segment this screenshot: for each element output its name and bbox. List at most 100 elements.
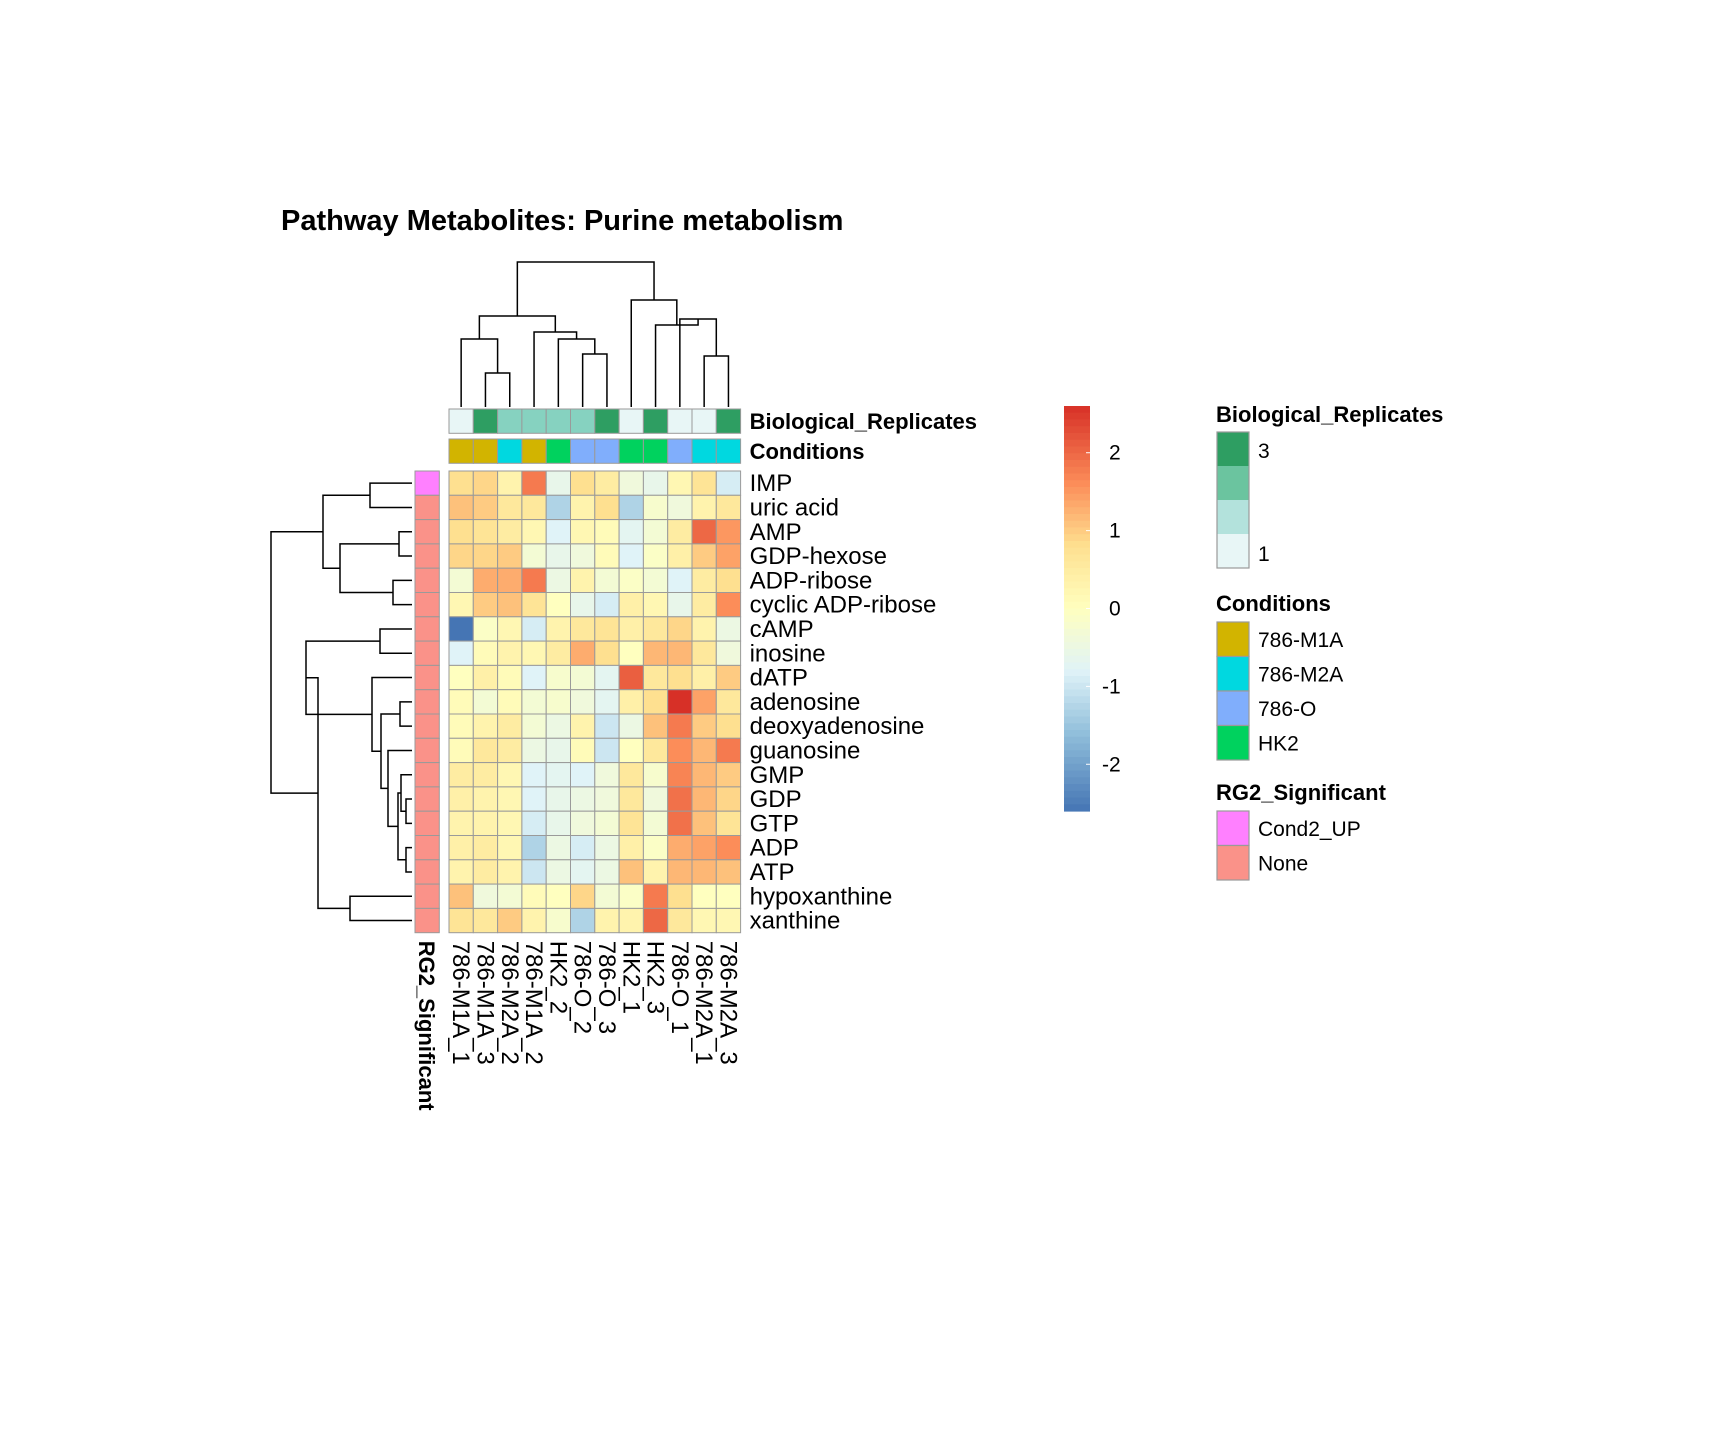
heatmap-cell xyxy=(497,713,523,739)
heatmap-cell xyxy=(667,810,693,837)
row-label: GDP-hexose xyxy=(750,543,887,570)
row-dendrogram-branch xyxy=(349,895,412,922)
heatmap-cell xyxy=(618,470,644,496)
color-scale-segment xyxy=(1064,412,1090,421)
heatmap-cell xyxy=(642,664,669,691)
color-scale-segment xyxy=(1064,426,1090,434)
heatmap-cell xyxy=(691,786,717,812)
heatmap-cell xyxy=(618,713,644,739)
color-scale-segment xyxy=(1064,736,1090,745)
row-annotations: RG2_Significant xyxy=(414,470,440,1111)
heatmap-cell xyxy=(472,494,499,521)
row-dendrogram-branch xyxy=(399,701,412,727)
heatmap-cell xyxy=(497,640,523,666)
legend-title: Biological_Replicates xyxy=(1216,402,1443,427)
heatmap-cell xyxy=(570,543,596,569)
column-annotation-cell xyxy=(521,438,547,464)
color-scale-segment xyxy=(1064,655,1090,664)
column-annotation-label: Biological_Replicates xyxy=(750,409,977,434)
heatmap-cell xyxy=(570,835,596,861)
heatmap-cell xyxy=(618,810,644,837)
legend-label: 786-M2A xyxy=(1258,664,1343,687)
heatmap-cell xyxy=(618,543,644,569)
heatmap-cell xyxy=(667,835,693,861)
column-dendrogram-branch xyxy=(703,355,730,407)
heatmap-cell xyxy=(521,543,547,569)
color-scale-tick-label: -1 xyxy=(1102,675,1121,698)
heatmap-cell xyxy=(715,737,742,764)
heatmap-cell xyxy=(472,664,499,691)
color-scale-segment xyxy=(1064,628,1090,637)
color-scale-segment xyxy=(1064,473,1090,481)
heatmap-cell xyxy=(472,519,499,545)
column-dendrogram-branch xyxy=(679,318,718,407)
legend-gradient-swatch xyxy=(1217,466,1249,500)
row-annotation-cell xyxy=(414,640,440,666)
heatmap-cell xyxy=(570,859,596,885)
row-dendrogram-branch xyxy=(405,798,412,825)
color-scale-segment xyxy=(1064,561,1090,569)
heatmap-cell xyxy=(448,786,474,812)
column-annotation-cell xyxy=(594,408,620,434)
row-dendrogram-branch xyxy=(270,531,323,794)
heatmap-cell xyxy=(545,616,572,642)
column-annotation-cell xyxy=(642,408,669,434)
color-scale-segment xyxy=(1064,487,1090,495)
heatmap-cell xyxy=(545,543,572,569)
heatmap-cell xyxy=(521,786,547,812)
heatmap-cell xyxy=(545,640,572,666)
heatmap-cell xyxy=(497,616,523,642)
row-label: cyclic ADP-ribose xyxy=(750,592,937,619)
heatmap-cell xyxy=(691,616,717,642)
color-scale-segment xyxy=(1064,730,1090,738)
heatmap-cell xyxy=(594,494,620,521)
heatmap-cell xyxy=(521,664,547,691)
heatmap-cell xyxy=(472,883,499,909)
legend-label: None xyxy=(1258,853,1308,876)
legend-label: 786-M1A xyxy=(1258,629,1343,652)
color-scale-segment xyxy=(1064,460,1090,468)
heatmap-cell xyxy=(715,616,742,642)
heatmap-cell xyxy=(715,713,742,739)
column-label: HK2_3 xyxy=(642,941,669,1014)
color-scale-segment xyxy=(1064,554,1090,562)
heatmap-cell xyxy=(448,543,474,569)
heatmap-cell xyxy=(715,786,742,812)
column-dendrogram-branch xyxy=(557,338,596,407)
column-annotation-cell xyxy=(545,438,572,464)
heatmap-cell xyxy=(521,835,547,861)
color-scale-segment xyxy=(1064,716,1090,724)
color-scale-segment xyxy=(1064,433,1090,441)
color-scale-segment xyxy=(1064,493,1090,502)
heatmap-cell xyxy=(691,543,717,569)
color-scale-segment xyxy=(1064,406,1090,414)
color-scale-segment xyxy=(1064,419,1090,427)
color-scale-segment xyxy=(1064,541,1090,549)
color-scale-segment xyxy=(1064,790,1090,799)
row-label: GDP xyxy=(750,786,802,813)
heatmap-cell xyxy=(667,907,693,934)
column-label: 786-M1A_2 xyxy=(520,941,547,1065)
row-label: cAMP xyxy=(750,616,814,643)
legend-swatch xyxy=(1216,810,1250,847)
column-annotation-cell xyxy=(618,438,644,464)
row-annotation-cell xyxy=(414,713,440,739)
color-scale-segment xyxy=(1064,520,1090,529)
heatmap-cell xyxy=(448,810,474,837)
color-scale-segment xyxy=(1064,608,1090,616)
heatmap-cell xyxy=(570,519,596,545)
heatmap-cell xyxy=(715,664,742,691)
heatmap-cell xyxy=(497,762,523,788)
heatmap-cell xyxy=(448,567,474,594)
row-annotation-cell xyxy=(414,737,440,764)
heatmap-cell xyxy=(642,592,669,618)
column-annotation-cell xyxy=(715,438,742,464)
annotation-legends: Biological_Replicates 3 1 Conditions 786-M1A… xyxy=(1216,402,1443,881)
row-dendrogram-branch xyxy=(379,628,412,654)
color-scale-tick-label: 1 xyxy=(1109,520,1121,543)
row-label: dATP xyxy=(750,665,808,692)
heatmap-cell xyxy=(667,664,693,691)
column-annotation-label: Conditions xyxy=(750,439,865,464)
column-annotation-cell xyxy=(691,438,717,464)
heatmap-cell xyxy=(715,592,742,618)
